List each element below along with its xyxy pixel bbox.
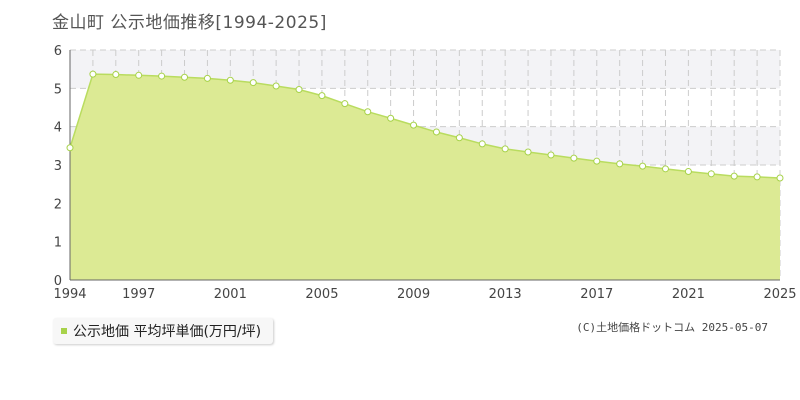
data-point xyxy=(135,71,143,79)
data-point xyxy=(684,168,692,176)
data-point xyxy=(478,140,486,148)
data-point xyxy=(639,162,647,170)
series-area xyxy=(70,74,780,281)
series-line xyxy=(69,73,781,179)
chart-title: 金山町 公示地価推移[1994-2025] xyxy=(52,13,327,33)
y-tick-label: 5 xyxy=(54,82,62,97)
y-tick-label: 1 xyxy=(54,236,62,251)
legend-label: 公示地価 平均坪単価(万円/坪) xyxy=(73,324,262,340)
data-point xyxy=(661,165,669,173)
data-point xyxy=(593,157,601,165)
data-point xyxy=(318,92,326,100)
legend-swatch xyxy=(61,328,67,334)
y-tick-label: 2 xyxy=(54,197,62,212)
x-tick-label: 2001 xyxy=(214,287,247,302)
data-point xyxy=(547,151,555,159)
data-point xyxy=(226,76,234,84)
data-point xyxy=(272,82,280,90)
x-tick-label: 1997 xyxy=(122,287,155,302)
x-tick-label: 2017 xyxy=(580,287,613,302)
chart-legend: 公示地価 平均坪単価(万円/坪) xyxy=(53,318,274,344)
data-point xyxy=(89,70,97,78)
y-tick-label: 6 xyxy=(54,44,62,59)
data-point xyxy=(730,172,738,180)
x-tick-label: 2013 xyxy=(489,287,522,302)
data-point xyxy=(295,85,303,93)
data-point xyxy=(776,174,784,182)
chart-markers xyxy=(66,70,784,182)
y-tick-label: 3 xyxy=(54,159,62,174)
data-point xyxy=(387,114,395,122)
data-point xyxy=(364,108,372,116)
data-point xyxy=(524,148,532,156)
data-point xyxy=(753,173,761,181)
x-tick-label: 2021 xyxy=(672,287,705,302)
chart-area xyxy=(69,73,781,281)
data-point xyxy=(410,121,418,129)
x-tick-label: 2025 xyxy=(763,287,796,302)
chart-tick-labels: 0 1 2 3 4 5 6 1994 1997 2001 2005 2009 2013 2017 2021 2… xyxy=(53,44,796,302)
y-tick-label: 4 xyxy=(54,121,62,136)
data-point xyxy=(158,72,166,80)
data-point xyxy=(249,79,257,87)
copyright-text: (C)土地価格ドットコム 2025-05-07 xyxy=(576,321,768,334)
data-point xyxy=(616,160,624,168)
data-point xyxy=(181,73,189,81)
data-point xyxy=(707,170,715,178)
data-point xyxy=(432,128,440,136)
x-tick-label: 2009 xyxy=(397,287,430,302)
chart-axes xyxy=(69,50,780,281)
data-point xyxy=(112,71,120,79)
data-point xyxy=(501,145,509,153)
data-point xyxy=(570,154,578,162)
data-point xyxy=(203,74,211,82)
y-tick-label: 0 xyxy=(54,274,62,289)
data-point xyxy=(341,100,349,108)
x-tick-label: 1994 xyxy=(53,287,86,302)
data-point xyxy=(66,144,74,152)
x-tick-label: 2005 xyxy=(305,287,338,302)
data-point xyxy=(455,134,463,142)
